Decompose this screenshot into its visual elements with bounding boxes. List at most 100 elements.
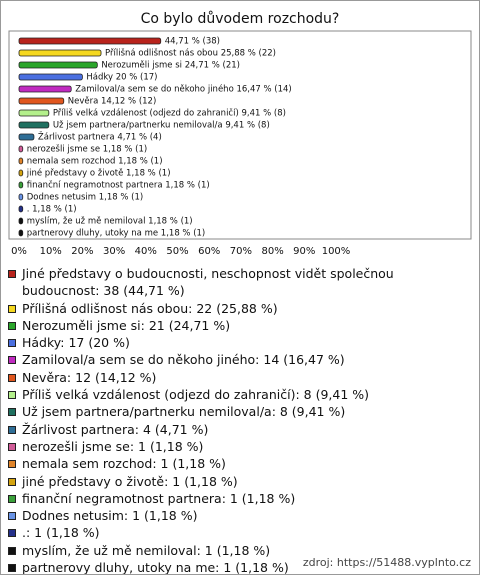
- x-tick-label: 30%: [103, 246, 125, 257]
- legend-item: nerozešli jsme se: 1 (1,18 %): [8, 438, 474, 455]
- bar: [18, 133, 35, 141]
- legend-item: myslím, že už mě nemiloval: 1 (1,18 %): [8, 542, 474, 559]
- bar: [18, 205, 24, 213]
- legend-swatch: [8, 408, 16, 417]
- x-tick-label: 40%: [135, 246, 157, 257]
- bar: [18, 121, 50, 129]
- value-label: Už jsem partnera/partnerku nemiloval/a 9…: [53, 121, 270, 131]
- legend-item: Přílišná odlišnost nás obou: 22 (25,88 %…: [8, 300, 474, 317]
- value-label: nemala sem rozchod 1,18 % (1): [27, 157, 163, 167]
- legend-label: Nerozuměli jsme si: 21 (24,71 %): [22, 317, 231, 333]
- bar: [18, 97, 65, 105]
- legend-swatch: [8, 425, 16, 434]
- bar: [18, 49, 102, 57]
- legend-swatch: [8, 304, 16, 313]
- chart: Co bylo důvodem rozchodu? 0% 10% 20% 30% 40%…: [8, 11, 472, 257]
- bar: [18, 229, 24, 237]
- value-label: Hádky 20 % (17): [86, 73, 157, 83]
- value-label: Nerozuměli jsme si 24,71 % (21): [101, 61, 240, 71]
- legend-label: Už jsem partnera/partnerku nemiloval/a: …: [22, 404, 346, 420]
- value-label: finanční negramotnost partnera 1,18 % (1…: [27, 180, 210, 191]
- bar: [18, 85, 72, 93]
- legend-label: partnerovy dluhy, utoky na me: 1 (1,18 %…: [22, 560, 289, 575]
- legend-swatch: [8, 512, 16, 521]
- legend-label: Příliš velká vzdálenost (odjezd do zahra…: [22, 387, 370, 403]
- legend-swatch: [8, 321, 16, 330]
- x-tick-label: 20%: [71, 246, 93, 257]
- legend-swatch: [8, 494, 16, 503]
- legend-item: Hádky: 17 (20 %): [8, 334, 474, 351]
- legend-item: Nevěra: 12 (14,12 %): [8, 369, 474, 386]
- source: zdroj: https://51488.vyplnto.cz: [302, 556, 471, 569]
- legend-label: nemala sem rozchod: 1 (1,18 %): [22, 456, 226, 472]
- legend-swatch: [8, 477, 16, 486]
- bar: [18, 157, 24, 165]
- legend-item: jiné představy o životě: 1 (1,18 %): [8, 473, 474, 490]
- x-tick-label: 10%: [40, 246, 62, 257]
- legend-label: Hádky: 17 (20 %): [22, 335, 130, 351]
- legend: Jiné představy o budoucnosti, neschopnos…: [8, 265, 474, 575]
- legend-swatch: [8, 270, 16, 278]
- x-tick-label: 90%: [293, 246, 315, 257]
- value-label: Dodnes netusim 1,18 % (1): [27, 193, 143, 203]
- bar: [18, 169, 24, 177]
- value-label: Příliš velká vzdálenost (odjezd do zahra…: [53, 108, 286, 119]
- legend-label: Nevěra: 12 (14,12 %): [22, 369, 157, 385]
- bar: [18, 217, 24, 225]
- legend-swatch: [8, 339, 16, 348]
- x-tick-label: 60%: [198, 246, 220, 257]
- value-label: Zamiloval/a sem se do někoho jiného 16,4…: [75, 84, 292, 95]
- legend-item: Nerozuměli jsme si: 21 (24,71 %): [8, 317, 474, 334]
- legend-swatch: [8, 564, 16, 573]
- legend-item: partnerovy dluhy, utoky na me: 1 (1,18 %…: [8, 559, 474, 575]
- bar: [18, 109, 50, 117]
- legend-label: finanční negramotnost partnera: 1 (1,18 …: [22, 490, 296, 506]
- bar: [18, 73, 83, 81]
- bar: [18, 145, 24, 153]
- chart-title: Co bylo důvodem rozchodu?: [141, 11, 340, 27]
- legend-item: Příliš velká vzdálenost (odjezd do zahra…: [8, 386, 474, 403]
- bar: [18, 181, 24, 189]
- legend-label: Zamiloval/a sem se do někoho jiného: 14 …: [22, 352, 345, 368]
- legend-swatch: [8, 442, 16, 451]
- legend-label: myslím, že už mě nemiloval: 1 (1,18 %): [22, 542, 271, 558]
- value-label: nerozešli jsme se 1,18 % (1): [27, 144, 147, 155]
- legend-item: finanční negramotnost partnera: 1 (1,18 …: [8, 490, 474, 507]
- value-label: Přílišná odlišnost nás obou 25,88 % (22): [105, 48, 276, 59]
- legend-swatch: [8, 391, 16, 400]
- legend-swatch: [8, 373, 16, 382]
- bar: [18, 37, 162, 45]
- legend-label: .: 1 (1,18 %): [22, 525, 100, 541]
- value-label: jiné představy o životě 1,18 % (1): [26, 168, 171, 179]
- value-label: 44,71 % (38): [165, 37, 220, 47]
- x-tick-label: 50%: [166, 246, 188, 257]
- legend-item: Jiné představy o budoucnosti, neschopnos…: [8, 265, 474, 300]
- legend-label: Žárlivost partnera: 4 (4,71 %): [22, 421, 209, 437]
- legend-label: nerozešli jsme se: 1 (1,18 %): [22, 438, 204, 454]
- bar: [18, 193, 24, 201]
- value-label: Žárlivost partnera 4,71 % (4): [38, 131, 162, 143]
- legend-item: Už jsem partnera/partnerku nemiloval/a: …: [8, 403, 474, 420]
- legend-item: Zamiloval/a sem se do někoho jiného: 14 …: [8, 351, 474, 368]
- legend-label: Jiné představy o budoucnosti, neschopnos…: [22, 266, 394, 299]
- legend-item: Žárlivost partnera: 4 (4,71 %): [8, 421, 474, 438]
- legend-item: .: 1 (1,18 %): [8, 524, 474, 541]
- legend-swatch: [8, 529, 16, 538]
- bar: [18, 61, 98, 69]
- legend-swatch: [8, 546, 16, 555]
- legend-label: Dodnes netusim: 1 (1,18 %): [22, 508, 198, 524]
- x-tick-label: 100%: [322, 246, 351, 257]
- legend-swatch: [8, 356, 16, 365]
- value-label: partnerovy dluhy, utoky na me 1,18 % (1): [27, 229, 206, 239]
- x-tick-label: 80%: [261, 246, 283, 257]
- legend-label: Přílišná odlišnost nás obou: 22 (25,88 %…: [22, 300, 278, 316]
- x-tick-label: 0%: [11, 246, 27, 257]
- legend-label: jiné představy o životě: 1 (1,18 %): [22, 473, 238, 489]
- value-label: . 1,18 % (1): [27, 205, 77, 215]
- legend-item: Dodnes netusim: 1 (1,18 %): [8, 507, 474, 524]
- x-tick-label: 70%: [230, 246, 252, 257]
- value-label: myslím, že už mě nemiloval 1,18 % (1): [27, 217, 193, 227]
- value-label: Nevěra 14,12 % (12): [68, 97, 157, 107]
- legend-item: nemala sem rozchod: 1 (1,18 %): [8, 455, 474, 472]
